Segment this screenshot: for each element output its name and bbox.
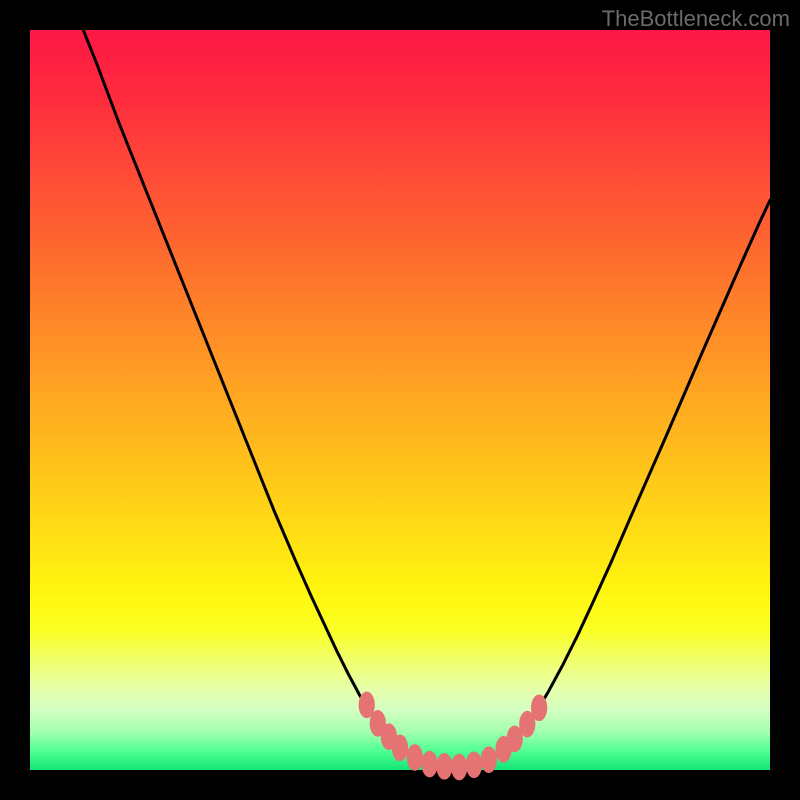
- watermark-text: TheBottleneck.com: [602, 6, 790, 32]
- bottleneck-chart: TheBottleneck.com: [0, 0, 800, 800]
- curve-marker: [466, 752, 482, 779]
- curve-marker: [531, 695, 547, 722]
- curve-marker: [481, 746, 497, 773]
- curve-marker: [451, 754, 467, 781]
- curve-marker: [392, 734, 408, 761]
- curve-marker: [436, 753, 452, 780]
- curve-marker: [407, 744, 423, 771]
- plot-background: [30, 30, 770, 770]
- chart-svg: [0, 0, 800, 800]
- curve-marker: [421, 751, 437, 778]
